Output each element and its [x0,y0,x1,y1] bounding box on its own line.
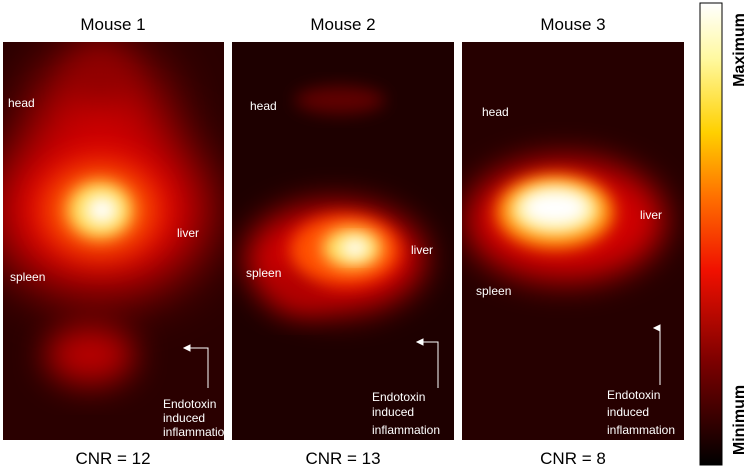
colorbar-max-label: Maximum [731,13,747,87]
colorbar [699,2,723,466]
liver-label: liver [411,243,433,257]
head-label: head [250,99,277,113]
annotation: inflammation [607,423,675,437]
annotation: induced [163,411,205,425]
annotation: induced [607,405,649,419]
annotation: inflammation [163,425,231,439]
head-label: head [8,96,35,110]
colorbar-min-label: Minimum [731,385,747,455]
annotation: Endotoxin [607,388,660,402]
panel-title: Mouse 1 [80,15,145,34]
liver-label: liver [640,208,662,222]
panel-title: Mouse 2 [310,15,375,34]
annotation: induced [372,405,414,419]
cnr-label: CNR = 13 [305,449,380,468]
spleen-label: spleen [476,284,511,298]
liver-label: liver [177,226,199,240]
annotation: Endotoxin [372,390,425,404]
heatmap-image [462,42,684,440]
cnr-label: CNR = 12 [75,449,150,468]
annotation: Endotoxin [163,397,216,411]
head-label: head [482,105,509,119]
heatmap-image [232,42,454,440]
panel-title: Mouse 3 [540,15,605,34]
annotation: inflammation [372,423,440,437]
cnr-label: CNR = 8 [540,449,606,468]
heatmap-image [3,42,224,440]
spleen-label: spleen [246,266,281,280]
spleen-label: spleen [10,270,45,284]
arrows [182,324,661,388]
